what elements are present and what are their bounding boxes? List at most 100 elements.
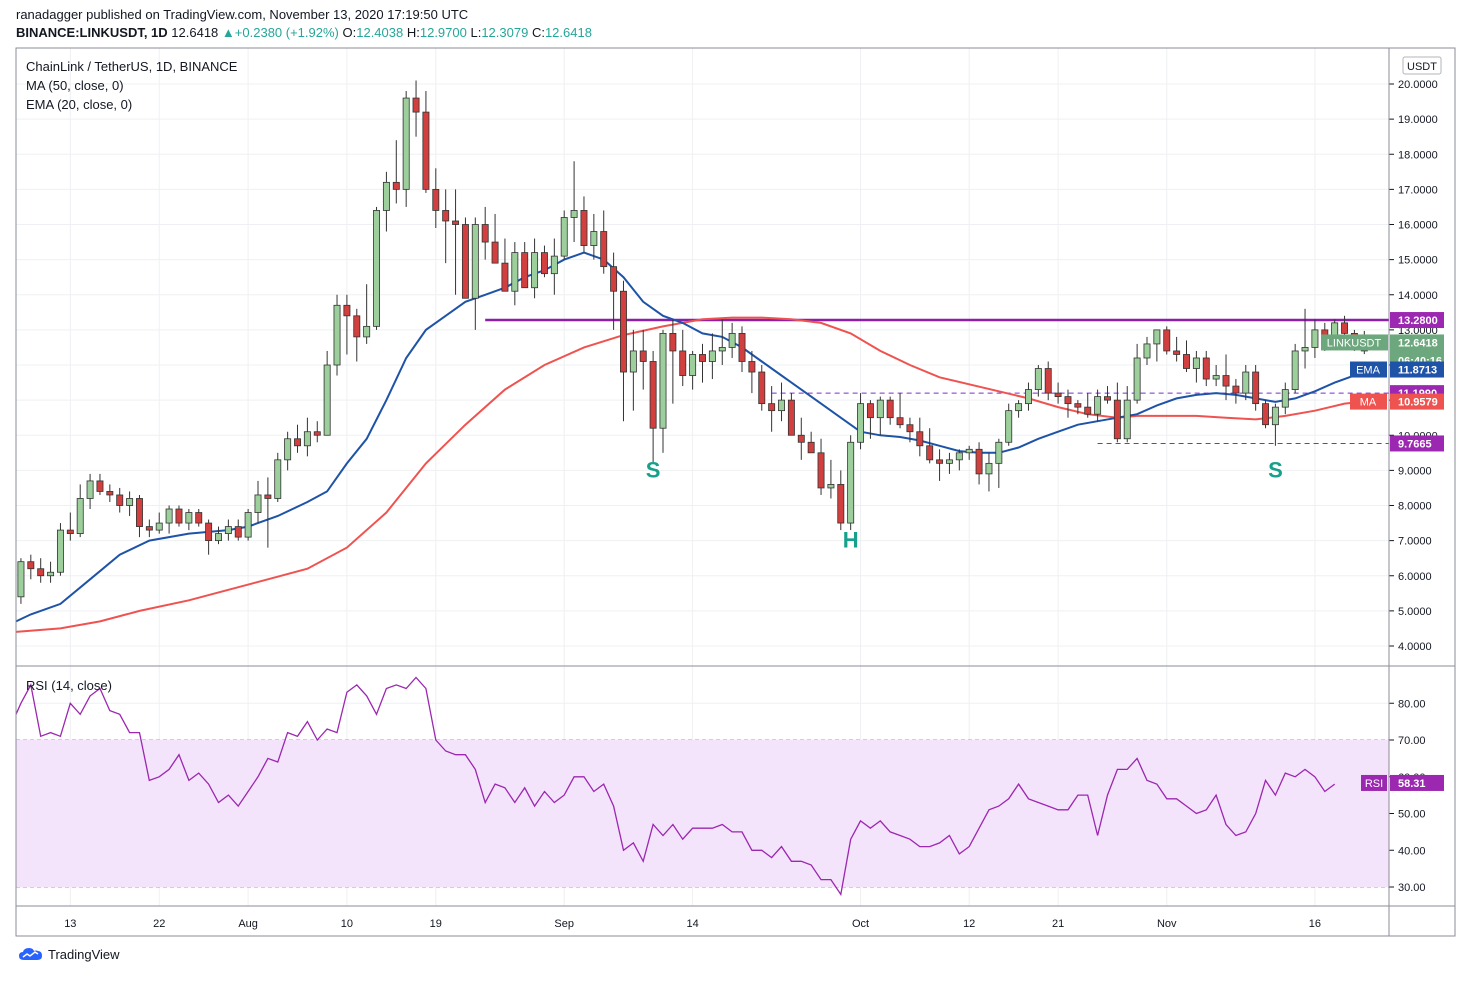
candle-body bbox=[886, 399, 894, 419]
candle bbox=[955, 449, 963, 471]
candle bbox=[1242, 365, 1250, 401]
candle bbox=[620, 280, 627, 422]
last-price: 12.6418 bbox=[171, 25, 219, 40]
candle bbox=[264, 477, 272, 548]
candle bbox=[649, 350, 657, 464]
candle-body bbox=[1252, 371, 1260, 405]
candle-body bbox=[540, 252, 548, 275]
candle bbox=[224, 519, 232, 541]
candle bbox=[1133, 343, 1141, 404]
candle-body bbox=[27, 561, 35, 570]
candle bbox=[215, 526, 222, 545]
candle-body bbox=[896, 417, 904, 426]
y-tick-label: 14.0000 bbox=[1398, 290, 1438, 302]
candle-body bbox=[797, 434, 805, 443]
candle-body bbox=[965, 448, 973, 454]
candle-body bbox=[866, 403, 874, 419]
x-tick-label: 14 bbox=[686, 918, 698, 930]
candle bbox=[817, 438, 825, 495]
candle-body bbox=[610, 266, 618, 292]
support-tag-value: 9.7665 bbox=[1398, 438, 1432, 450]
candle bbox=[1064, 389, 1072, 418]
candle-body bbox=[629, 350, 637, 373]
y-tick-label: 5.0000 bbox=[1398, 606, 1432, 618]
y-tick-label: 17.0000 bbox=[1398, 184, 1438, 196]
candle bbox=[1094, 389, 1102, 422]
candle bbox=[382, 171, 390, 232]
candle-body bbox=[758, 371, 766, 405]
candle bbox=[185, 509, 193, 531]
candle-body bbox=[1281, 389, 1289, 408]
candle-body bbox=[86, 480, 94, 499]
candle-body bbox=[560, 217, 568, 257]
candle-body bbox=[1341, 322, 1349, 334]
candle-body bbox=[689, 354, 697, 376]
candle bbox=[906, 417, 914, 443]
candle bbox=[96, 473, 104, 495]
candle bbox=[689, 350, 697, 390]
candle-body bbox=[1054, 392, 1062, 398]
candle bbox=[1025, 382, 1032, 411]
x-tick-label: 12 bbox=[963, 918, 975, 930]
candle bbox=[787, 393, 795, 436]
candle bbox=[343, 294, 351, 355]
candle-body bbox=[807, 441, 815, 454]
candle bbox=[945, 452, 953, 474]
candle-body bbox=[195, 512, 203, 524]
candle bbox=[234, 519, 242, 541]
candle-body bbox=[501, 262, 509, 292]
candle bbox=[205, 519, 213, 555]
candle-body bbox=[1163, 329, 1171, 352]
candle bbox=[1104, 386, 1111, 404]
y-tick-label: 15.0000 bbox=[1398, 255, 1438, 267]
candle bbox=[1301, 308, 1309, 369]
candle bbox=[847, 435, 855, 531]
cloud-icon bbox=[19, 948, 42, 960]
candle bbox=[876, 396, 884, 436]
candle-body bbox=[1301, 347, 1309, 352]
y-tick-label: 6.0000 bbox=[1398, 571, 1432, 583]
tradingview-logo[interactable]: TradingView bbox=[18, 946, 120, 962]
candle bbox=[481, 206, 489, 260]
low-label: L: bbox=[470, 25, 482, 40]
candle bbox=[600, 210, 608, 274]
candle bbox=[363, 284, 371, 344]
candle bbox=[284, 431, 292, 471]
candle-body bbox=[679, 350, 687, 376]
candle-body bbox=[461, 224, 469, 299]
candle bbox=[17, 558, 25, 604]
candle bbox=[76, 484, 84, 538]
candle bbox=[1044, 361, 1052, 401]
candle-body bbox=[1192, 357, 1200, 369]
candle bbox=[570, 161, 578, 243]
candle bbox=[136, 494, 143, 538]
candle bbox=[313, 421, 321, 443]
x-tick-label: 19 bbox=[430, 918, 442, 930]
candle bbox=[452, 189, 460, 295]
open-value: 12.4038 bbox=[356, 25, 404, 40]
candle bbox=[857, 393, 865, 450]
candle bbox=[936, 449, 944, 481]
candle-body bbox=[1143, 343, 1151, 359]
candle bbox=[1123, 386, 1131, 443]
candle bbox=[165, 505, 173, 534]
low-value: 12.3079 bbox=[481, 25, 529, 40]
candle bbox=[422, 91, 430, 193]
up-triangle-icon: ▲ bbox=[221, 25, 235, 40]
candle bbox=[610, 252, 618, 330]
candle-body bbox=[422, 111, 430, 190]
ma-name: MA bbox=[1360, 397, 1377, 409]
y-tick-label: 9.0000 bbox=[1398, 465, 1432, 477]
candle bbox=[1262, 400, 1269, 429]
candle bbox=[669, 319, 677, 404]
candle-body bbox=[1133, 357, 1141, 401]
candle-body bbox=[995, 441, 1003, 464]
candle-body bbox=[827, 484, 835, 489]
candle-body bbox=[906, 424, 914, 433]
candle bbox=[501, 238, 509, 292]
candle bbox=[116, 487, 124, 513]
linkusdt-name-bg bbox=[1321, 334, 1388, 351]
candle-body bbox=[817, 452, 825, 489]
